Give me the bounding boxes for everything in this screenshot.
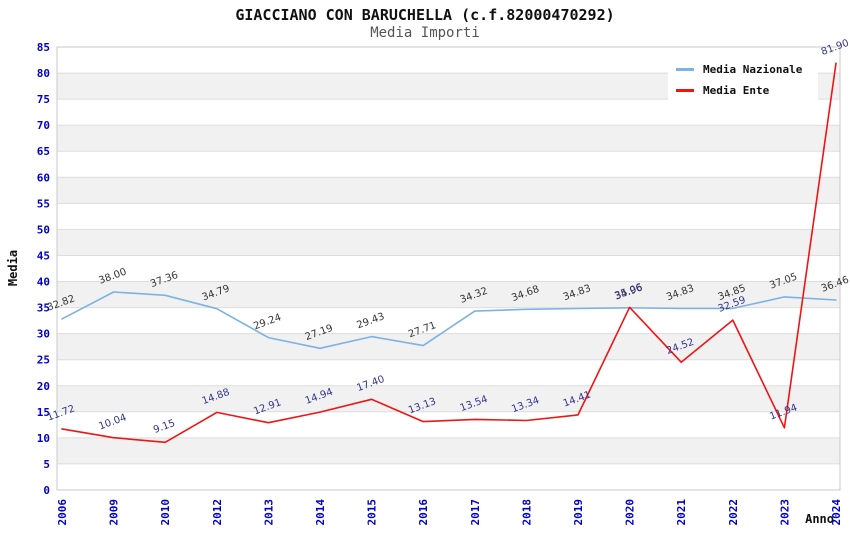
plot-band	[57, 333, 840, 360]
y-tick-label: 50	[37, 223, 50, 236]
y-tick-label: 40	[37, 276, 50, 289]
point-label: 9.15	[152, 418, 177, 436]
x-tick-label: 2018	[520, 499, 533, 526]
legend-item-media-ente: Media Ente	[676, 84, 810, 97]
x-tick-label: 2012	[211, 499, 224, 526]
media-nazionale-line-swatch-icon	[676, 68, 694, 71]
y-tick-label: 45	[37, 250, 50, 263]
y-tick-label: 5	[43, 458, 50, 471]
legend-label: Media Ente	[703, 84, 770, 97]
legend: Media Nazionale Media Ente	[668, 56, 818, 104]
y-tick-label: 55	[37, 197, 50, 210]
x-tick-label: 2016	[417, 499, 430, 526]
x-tick-label: 2013	[262, 499, 275, 526]
point-label: 29.24	[252, 312, 283, 332]
y-tick-label: 35	[37, 302, 50, 315]
y-tick-label: 85	[37, 41, 50, 54]
y-tick-label: 15	[37, 406, 50, 419]
x-tick-label: 2009	[108, 499, 121, 526]
y-tick-label: 80	[37, 67, 50, 80]
x-tick-label: 2014	[314, 499, 327, 526]
plot-band	[57, 229, 840, 256]
plot-band	[57, 437, 840, 464]
plot-band	[57, 281, 840, 308]
x-tick-label: 2021	[675, 499, 688, 526]
media-ente-line-swatch-icon	[676, 89, 694, 92]
legend-item-media-nazionale: Media Nazionale	[676, 63, 810, 76]
x-tick-label: 2006	[56, 499, 69, 526]
y-tick-label: 70	[37, 119, 50, 132]
x-tick-label: 2023	[778, 499, 791, 526]
y-tick-label: 30	[37, 328, 50, 341]
y-tick-label: 60	[37, 171, 50, 184]
point-label: 29.43	[355, 311, 386, 331]
x-tick-label: 2017	[469, 499, 482, 526]
plot-band	[57, 177, 840, 204]
plot-border	[56, 46, 841, 491]
plot-band	[57, 125, 840, 152]
series-line-media-ente	[61, 62, 837, 444]
x-tick-label: 2010	[159, 499, 172, 526]
chart-title: GIACCIANO CON BARUCHELLA (c.f.8200047029…	[235, 6, 615, 24]
x-tick-label: 2024	[830, 499, 843, 526]
x-tick-label: 2022	[727, 499, 740, 526]
point-label: 10.04	[97, 412, 128, 432]
y-tick-label: 0	[43, 484, 50, 497]
chart-subtitle: Media Importi	[370, 25, 480, 41]
y-axis-title: Media	[6, 249, 20, 287]
x-tick-label: 2019	[572, 499, 585, 526]
x-tick-label: 2020	[624, 499, 637, 526]
series-line-media-nazionale	[61, 291, 837, 350]
plot-band	[57, 385, 840, 412]
y-tick-label: 65	[37, 145, 50, 158]
legend-label: Media Nazionale	[703, 63, 803, 76]
y-tick-label: 10	[37, 432, 50, 445]
y-tick-label: 75	[37, 93, 50, 106]
x-axis-title: Anno	[805, 512, 834, 526]
y-tick-label: 20	[37, 380, 50, 393]
x-tick-label: 2015	[366, 499, 379, 526]
y-tick-label: 25	[37, 354, 50, 367]
